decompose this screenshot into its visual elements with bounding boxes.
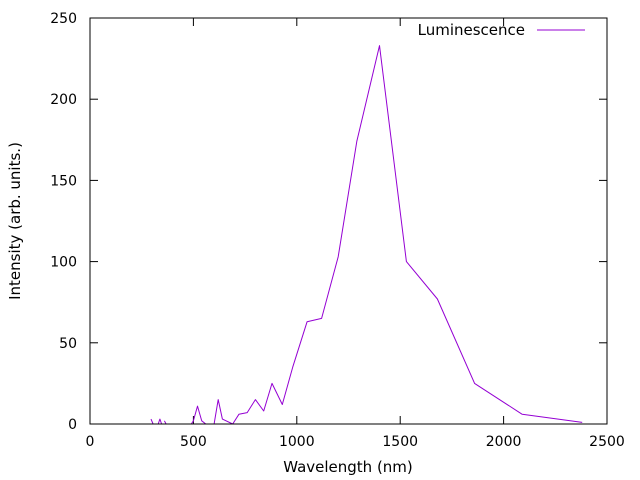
x-tick-label: 2500 xyxy=(589,434,625,450)
y-axis-label: Intensity (arb. units.) xyxy=(6,142,24,300)
y-tick-label: 100 xyxy=(50,255,77,271)
y-tick-label: 0 xyxy=(68,417,77,433)
y-tick-label: 50 xyxy=(59,336,77,352)
y-tick-labels: 0 50 100 150 200 250 xyxy=(50,11,77,433)
y-tick-label: 200 xyxy=(50,92,77,108)
x-tick-label: 0 xyxy=(86,434,95,450)
x-tick-label: 1500 xyxy=(382,434,418,450)
y-tick-label: 150 xyxy=(50,173,77,189)
x-axis-label: Wavelength (nm) xyxy=(283,458,413,476)
x-tick-label: 2000 xyxy=(486,434,522,450)
series-lines xyxy=(150,45,583,425)
series-line-luminescence xyxy=(190,45,583,425)
series-line-luminescence xyxy=(150,418,154,425)
series-line-luminescence xyxy=(157,418,163,425)
y-tick-label: 250 xyxy=(50,11,77,27)
x-tick-labels: 0 500 1000 1500 2000 2500 xyxy=(86,434,625,450)
x-tick-label: 1000 xyxy=(279,434,315,450)
legend-label-luminescence: Luminescence xyxy=(418,21,525,39)
plot-frame xyxy=(89,17,608,425)
legend: Luminescence xyxy=(418,21,585,39)
x-tick-label: 500 xyxy=(180,434,207,450)
series-line-luminescence xyxy=(163,420,167,425)
axis-ticks xyxy=(89,17,608,425)
